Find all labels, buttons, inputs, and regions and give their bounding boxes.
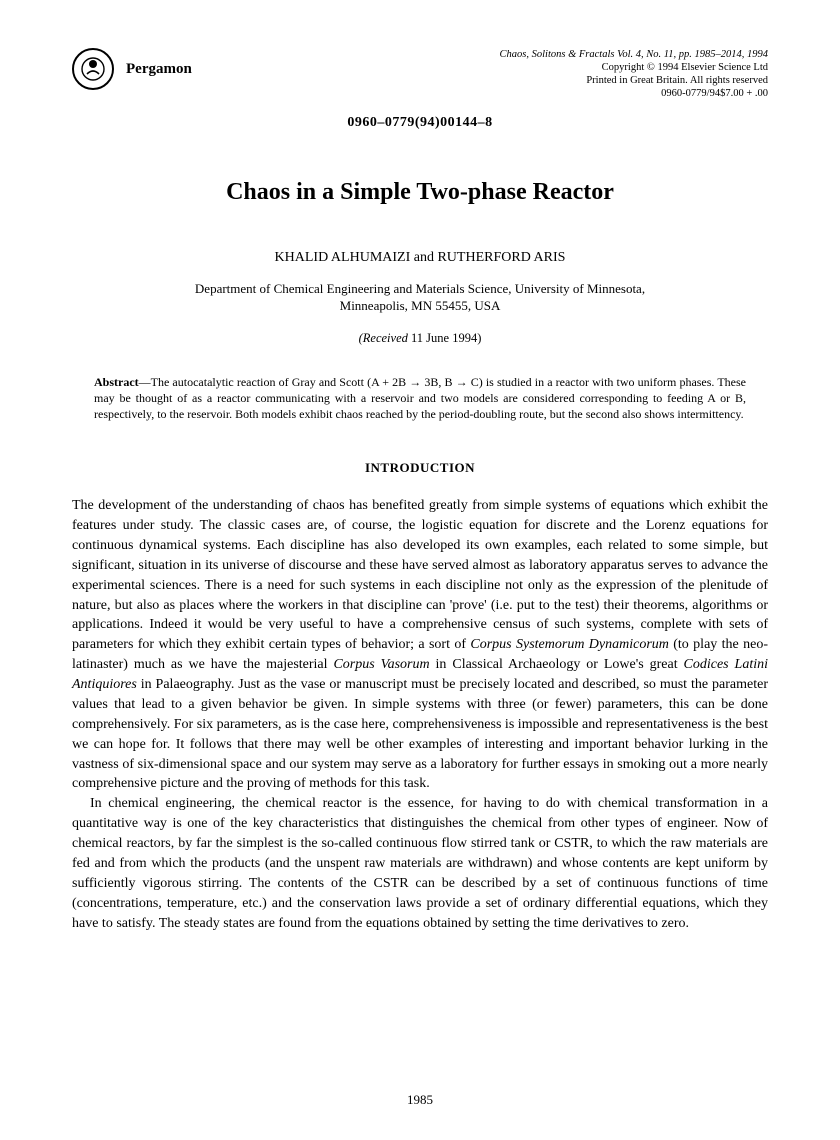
affiliation: Department of Chemical Engineering and M… (72, 280, 768, 315)
article-title: Chaos in a Simple Two-phase Reactor (72, 179, 768, 206)
pii-identifier: 0960–0779(94)00144–8 (72, 115, 768, 131)
page-number: 1985 (0, 1092, 840, 1108)
journal-citation: Chaos, Solitons & Fractals Vol. 4, No. 1… (500, 48, 768, 61)
printed-in: Printed in Great Britain. All rights res… (500, 74, 768, 87)
received-label: (Received (359, 331, 408, 345)
logo-svg (80, 56, 106, 82)
paragraph-2: In chemical engineering, the chemical re… (72, 794, 768, 933)
received-value: 11 June 1994) (408, 331, 482, 345)
affiliation-line1: Department of Chemical Engineering and M… (195, 281, 645, 296)
page: Pergamon Chaos, Solitons & Fractals Vol.… (0, 0, 840, 1140)
affiliation-line2: Minneapolis, MN 55455, USA (340, 298, 501, 313)
p1-text-c: in Classical Archaeology or Lowe's great (430, 657, 684, 672)
copyright: Copyright © 1994 Elsevier Science Ltd (500, 61, 768, 74)
p1-text-a: The development of the understanding of … (72, 498, 768, 652)
p1-text-d: in Palaeography. Just as the vase or man… (72, 677, 768, 791)
authors: KHALID ALHUMAIZI and RUTHERFORD ARIS (72, 250, 768, 266)
issn-price: 0960-0779/94$7.00 + .00 (500, 87, 768, 100)
paragraph-1: The development of the understanding of … (72, 496, 768, 794)
section-heading-introduction: INTRODUCTION (72, 460, 768, 476)
publisher-block: Pergamon (72, 48, 192, 90)
p1-italic-2: Corpus Vasorum (333, 657, 429, 672)
journal-info: Chaos, Solitons & Fractals Vol. 4, No. 1… (500, 48, 768, 101)
p1-italic-1: Corpus Systemorum Dynamicorum (470, 637, 669, 652)
abstract: Abstract—The autocatalytic reaction of G… (94, 374, 746, 423)
header-row: Pergamon Chaos, Solitons & Fractals Vol.… (72, 48, 768, 101)
abstract-text: —The autocatalytic reaction of Gray and … (94, 375, 746, 421)
received-date: (Received 11 June 1994) (72, 331, 768, 346)
publisher-logo-icon (72, 48, 114, 90)
abstract-label: Abstract (94, 375, 139, 389)
publisher-name: Pergamon (126, 61, 192, 78)
body-text: The development of the understanding of … (72, 496, 768, 933)
